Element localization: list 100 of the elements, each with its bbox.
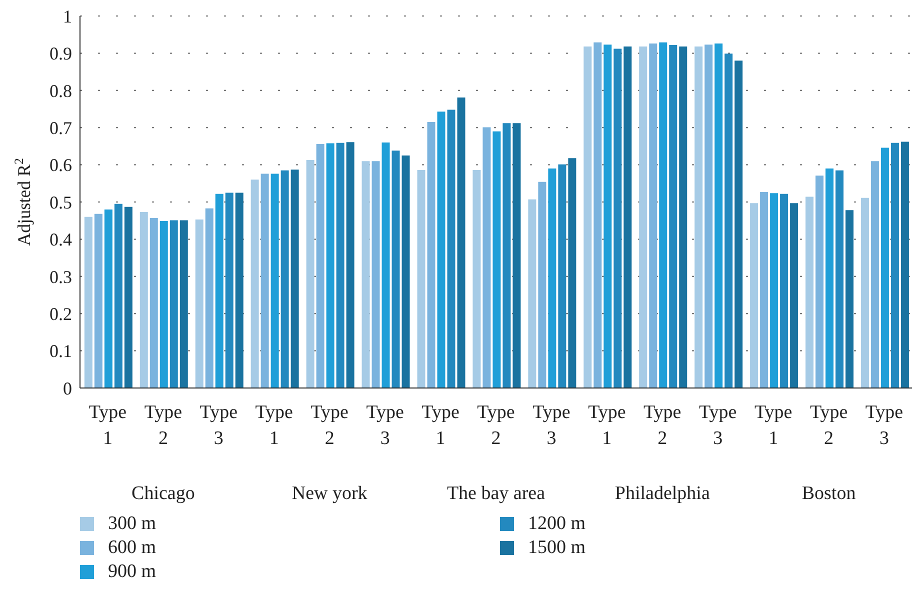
bar: [195, 219, 204, 388]
bar: [558, 164, 566, 388]
bar: [816, 176, 824, 388]
legend-label: 300 m: [108, 513, 156, 535]
bar: [624, 46, 632, 388]
bar: [326, 143, 334, 388]
bar: [472, 170, 481, 388]
y-tick-label: 0.7: [50, 118, 72, 138]
x-tick-label: Type 1: [754, 402, 792, 449]
x-tick-label: Type 2: [644, 402, 682, 449]
bar: [114, 204, 122, 388]
x-tick-label: Type 2: [310, 402, 348, 449]
bar: [94, 214, 102, 388]
y-tick-label: 0.8: [50, 80, 72, 101]
bar: [235, 192, 244, 388]
bar: [215, 194, 224, 388]
bar: [270, 174, 279, 388]
bar: [860, 198, 869, 388]
text: Boston: [802, 483, 856, 504]
bar: [826, 168, 834, 388]
bar: [392, 150, 400, 388]
x-tick-label: Type 3: [366, 402, 404, 449]
bar: [669, 45, 678, 388]
legend-label: 900 m: [108, 561, 156, 583]
bar: [880, 148, 889, 388]
x-tick-label: Type 1: [255, 402, 293, 449]
text: New york: [292, 483, 368, 504]
bar: [750, 203, 758, 388]
bar: [205, 208, 214, 388]
bar: [548, 168, 556, 388]
bar: [790, 203, 798, 388]
bar: [84, 216, 92, 388]
bar: [492, 131, 501, 388]
x-tick-label: Type 2: [477, 402, 515, 449]
bar: [614, 48, 622, 388]
bar: [538, 182, 546, 388]
x-tick-label: Type 1: [422, 402, 460, 449]
y-tick-label: 0.3: [50, 266, 72, 287]
bar: [528, 199, 536, 388]
bar: [584, 46, 592, 388]
y-tick-label: 0.4: [50, 230, 72, 250]
bar: [770, 193, 778, 388]
bar: [806, 196, 814, 388]
bar: [260, 174, 269, 388]
bar: [170, 220, 178, 388]
bar: [512, 123, 521, 388]
text: Chicago: [132, 483, 195, 504]
bar: [502, 123, 511, 388]
y-tick-label: 0.5: [50, 192, 72, 212]
bar: [437, 112, 446, 388]
bar: [870, 161, 879, 388]
bar: [900, 142, 909, 388]
bar: [714, 44, 723, 388]
bar: [290, 170, 299, 388]
bar: [382, 142, 390, 388]
bar: [180, 220, 188, 388]
y-tick-label: 0.2: [50, 304, 72, 324]
bar: [704, 44, 713, 388]
legend-label: 1200 m: [528, 513, 586, 535]
bar: [594, 42, 602, 388]
bar: [150, 218, 158, 388]
x-tick-label: Type 1: [588, 402, 626, 449]
x-tick-label: Type 3: [532, 402, 570, 449]
bar: [482, 127, 491, 388]
bar: [890, 142, 899, 388]
bar: [427, 122, 436, 388]
bar: [346, 142, 354, 388]
bar: [402, 156, 410, 388]
x-tick-label: Type 3: [699, 402, 737, 449]
bar: [639, 46, 648, 388]
y-tick-label: 1: [63, 6, 72, 26]
bar: [140, 212, 148, 388]
bar: [225, 192, 234, 388]
bar: [760, 192, 768, 388]
y-tick-label: 0.9: [50, 44, 72, 64]
x-tick-label: Type 3: [200, 402, 238, 449]
bar: [568, 158, 576, 388]
bar: [724, 54, 733, 388]
x-tick-label: Type 2: [144, 402, 182, 449]
x-tick-label: Type 1: [88, 402, 127, 449]
bar: [336, 142, 344, 388]
bar: [160, 220, 168, 388]
bar: [124, 206, 132, 388]
bar: [250, 180, 259, 388]
bar: [306, 160, 314, 388]
bar: [447, 110, 456, 388]
bar: [694, 46, 703, 388]
y-tick-label: 0.1: [50, 341, 72, 362]
x-tick-label: Type 2: [810, 402, 848, 449]
bar: [362, 161, 370, 388]
y-tick-label: 0.6: [50, 155, 72, 176]
bar: [457, 97, 466, 388]
legend-label: 600 m: [108, 537, 156, 559]
bar: [372, 161, 380, 388]
bar: [649, 44, 658, 388]
x-tick-label: Type 3: [865, 402, 904, 449]
bar: [846, 210, 854, 388]
bar: [734, 60, 743, 388]
text: The bay area: [446, 483, 546, 504]
bar: [604, 44, 612, 388]
